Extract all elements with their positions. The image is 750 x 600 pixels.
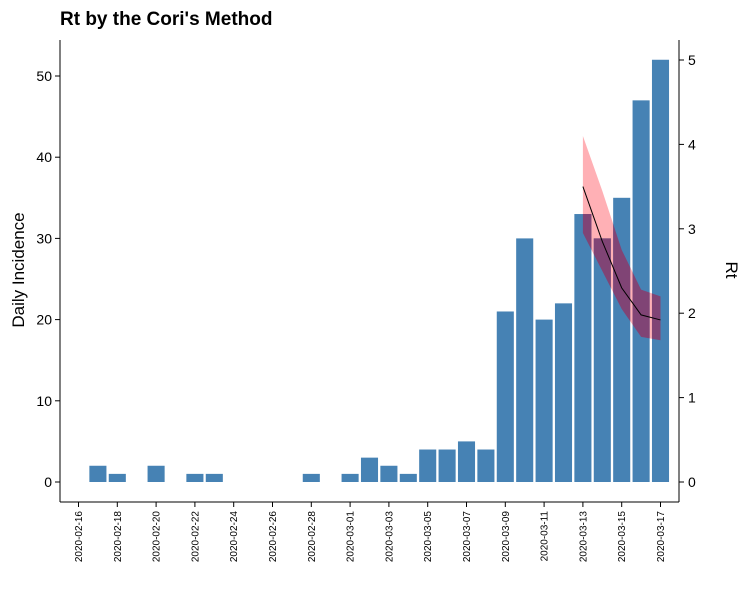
incidence-bar xyxy=(419,449,437,482)
x-tick-label: 2020-03-15 xyxy=(617,511,628,563)
x-tick-label: 2020-03-17 xyxy=(656,511,667,563)
incidence-bar xyxy=(89,465,107,482)
y-axis-title: Daily Incidence xyxy=(9,212,28,327)
incidence-bar xyxy=(399,473,417,482)
x-tick-label: 2020-02-20 xyxy=(152,511,163,563)
axes-layer xyxy=(59,40,680,503)
y-tick-label: 10 xyxy=(36,393,52,409)
x-tick-label: 2020-03-09 xyxy=(501,511,512,563)
y2-tick-label: 1 xyxy=(688,390,696,406)
x-tick-label: 2020-02-24 xyxy=(229,511,240,563)
x-tick-label: 2020-02-22 xyxy=(190,511,201,563)
x-tick-label: 2020-03-13 xyxy=(578,511,589,563)
y-tick-label: 30 xyxy=(36,230,52,246)
y2-tick-label: 5 xyxy=(688,52,696,68)
incidence-bar xyxy=(108,473,126,482)
chart-title: Rt by the Cori's Method xyxy=(60,9,272,30)
x-tick-label: 2020-03-07 xyxy=(462,511,473,563)
incidence-bar xyxy=(360,457,379,482)
incidence-bar xyxy=(535,319,553,482)
y2-tick-label: 0 xyxy=(688,474,696,490)
incidence-bar xyxy=(477,449,495,482)
y2-tick-label: 2 xyxy=(688,305,696,321)
x-tick-label: 2020-02-26 xyxy=(268,511,279,563)
rt-mean-line xyxy=(582,186,661,321)
y2-axis-title: Rt xyxy=(722,262,741,279)
x-tick-label: 2020-03-05 xyxy=(423,511,434,563)
x-tick-label: 2020-02-18 xyxy=(113,511,124,563)
incidence-bar xyxy=(574,214,592,483)
incidence-bar xyxy=(380,465,398,482)
y-ticks-right: 0 1 2 3 4 5 xyxy=(679,52,696,490)
incidence-bar xyxy=(457,441,476,482)
incidence-bar xyxy=(516,238,534,482)
x-tick-label: 2020-03-03 xyxy=(384,511,395,563)
incidence-bar xyxy=(186,473,204,482)
incidence-bar xyxy=(496,311,514,482)
y-tick-label: 20 xyxy=(36,312,52,328)
y-tick-label: 50 xyxy=(36,68,52,84)
y2-tick-label: 4 xyxy=(688,136,696,152)
incidence-bar xyxy=(147,465,165,482)
y2-tick-label: 3 xyxy=(688,221,696,237)
bars-layer xyxy=(89,59,670,483)
incidence-bar xyxy=(205,473,223,482)
x-tick-label: 2020-03-11 xyxy=(540,511,551,562)
y-ticks-left: 0 10 20 30 40 50 xyxy=(36,68,60,490)
incidence-bar xyxy=(554,303,573,482)
x-tick-label: 2020-02-28 xyxy=(307,511,318,563)
incidence-bar xyxy=(302,473,320,482)
x-ticks: 2020-02-16 2020-02-18 2020-02-20 2020-02-22… xyxy=(74,502,667,562)
y-tick-label: 40 xyxy=(36,149,52,165)
y-tick-label: 0 xyxy=(44,474,52,490)
incidence-bar xyxy=(438,449,456,482)
rt-line-layer xyxy=(582,186,661,321)
x-tick-label: 2020-02-16 xyxy=(74,511,85,563)
incidence-bar xyxy=(651,59,670,482)
x-tick-label: 2020-03-01 xyxy=(346,511,357,563)
incidence-bar xyxy=(341,473,359,482)
incidence-bar xyxy=(593,238,611,482)
